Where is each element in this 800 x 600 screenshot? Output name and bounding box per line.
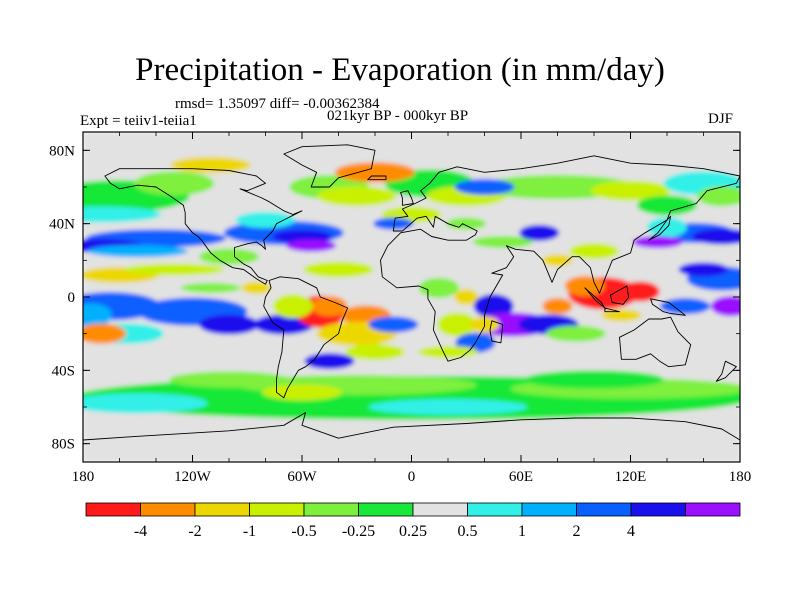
colorbar-label: 2 [573,523,581,540]
lon-tick-label: 0 [408,469,416,485]
colorbar-label: 1 [518,523,526,540]
colorbar-swatch [521,502,577,517]
lat-tick-label: 0 [68,290,76,306]
colorbar-label: -1 [243,523,256,540]
axis-ticks: 80N 40N 0 40S 80S 180 120W 60W 0 60E 120E 180 [49,132,751,485]
colorbar-label: 0.5 [458,523,478,540]
colorbar-swatch [630,502,686,517]
experiment-label: Expt = teiiv1-teiia1 [80,113,197,129]
colorbar-label: -0.5 [291,523,316,540]
colorbar: -4 -2 -1 -0.5 -0.25 0.25 0.5 1 2 4 [85,502,741,540]
colorbar-swatch [358,502,414,517]
colorbar-swatch [467,502,523,517]
colorbar-label: 4 [627,523,635,540]
colorbar-label: -2 [188,523,201,540]
colorbar-swatch [249,502,305,517]
colorbar-swatch [685,502,741,517]
colorbar-swatch [303,502,359,517]
period-label: 021kyr BP - 000kyr BP [327,108,469,124]
lat-tick-label: 40S [52,363,75,379]
lat-tick-label: 40N [49,217,75,233]
lat-tick-label: 80S [52,437,75,453]
chart-title: Precipitation - Evaporation (in mm/day) [135,52,665,88]
lon-tick-label: 60W [287,469,317,485]
colorbar-swatch [85,502,141,517]
lon-tick-label: 180 [729,469,752,485]
colorbar-swatch [140,502,196,517]
colorbar-swatch [194,502,250,517]
lon-tick-label: 60E [509,469,533,485]
colorbar-label: -4 [134,523,147,540]
precip-evap-field [83,132,740,462]
lon-tick-label: 120W [174,469,212,485]
lon-tick-label: 120E [615,469,647,485]
colorbar-swatch [576,502,632,517]
colorbar-label: 0.25 [399,523,427,540]
stats-label: rmsd= 1.35097 diff= -0.00362384 [175,96,380,112]
lat-tick-label: 80N [49,143,75,159]
colorbar-swatch [412,502,468,517]
coastlines [83,144,740,462]
season-label: DJF [708,111,734,127]
colorbar-label: -0.25 [342,523,375,540]
lon-tick-label: 180 [72,469,95,485]
